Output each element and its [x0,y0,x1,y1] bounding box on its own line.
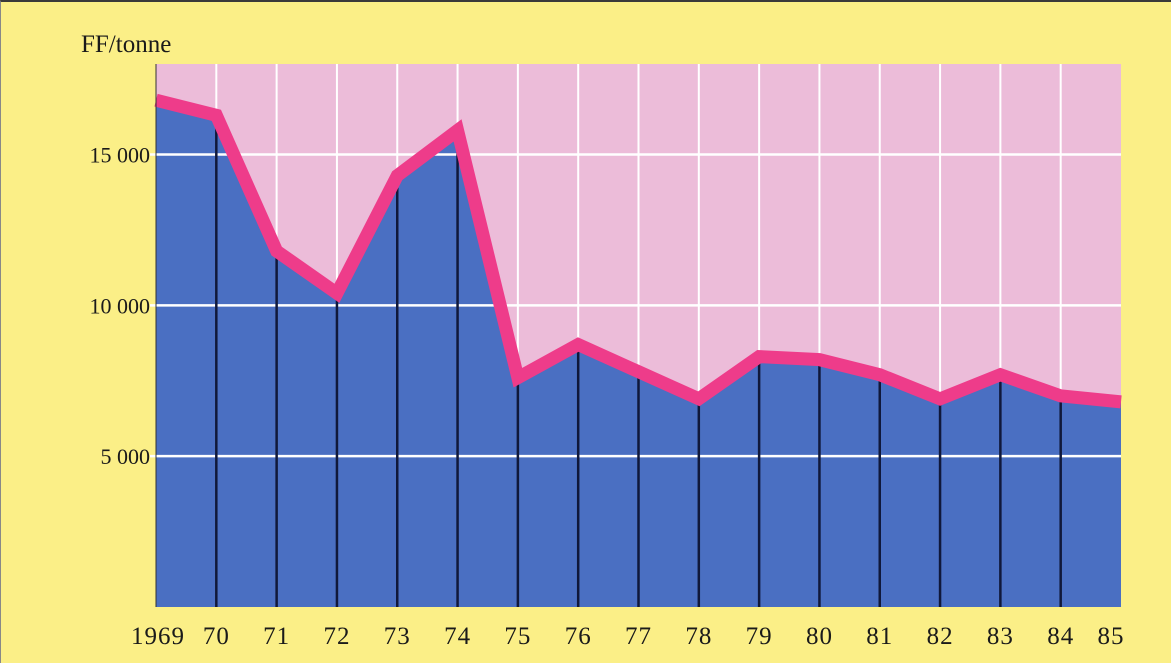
x-tick-label: 84 [1047,623,1074,650]
x-tick-label: 72 [323,623,350,650]
y-tick-label: 10 000 [90,293,151,318]
x-tick-label: 75 [504,623,531,650]
x-tick-label: 78 [685,623,712,650]
x-tick-label: 82 [927,623,954,650]
y-axis-ticks: 15 000 10 000 5 000 [90,143,151,470]
x-tick-label: 77 [625,623,652,650]
y-axis-label: FF/tonne [81,31,171,58]
x-tick-label: 83 [987,623,1014,650]
x-tick-label: 85 [1098,623,1125,650]
x-axis-ticks: 1969 70 71 72 73 74 75 76 77 78 79 80 81 82 83 84 85 [131,623,1125,650]
y-tick-label: 15 000 [90,143,151,168]
y-tick-label: 5 000 [101,444,151,469]
x-tick-label: 1969 [131,623,185,650]
x-tick-label: 74 [444,623,471,650]
x-tick-label: 80 [806,623,833,650]
x-tick-label: 70 [203,623,230,650]
x-tick-label: 76 [565,623,592,650]
series-line [154,93,1122,409]
x-tick-label: 81 [866,623,893,650]
plot-area [150,64,1122,607]
x-tick-label: 73 [384,623,411,650]
x-tick-label: 79 [746,623,773,650]
x-tick-label: 71 [263,623,290,650]
